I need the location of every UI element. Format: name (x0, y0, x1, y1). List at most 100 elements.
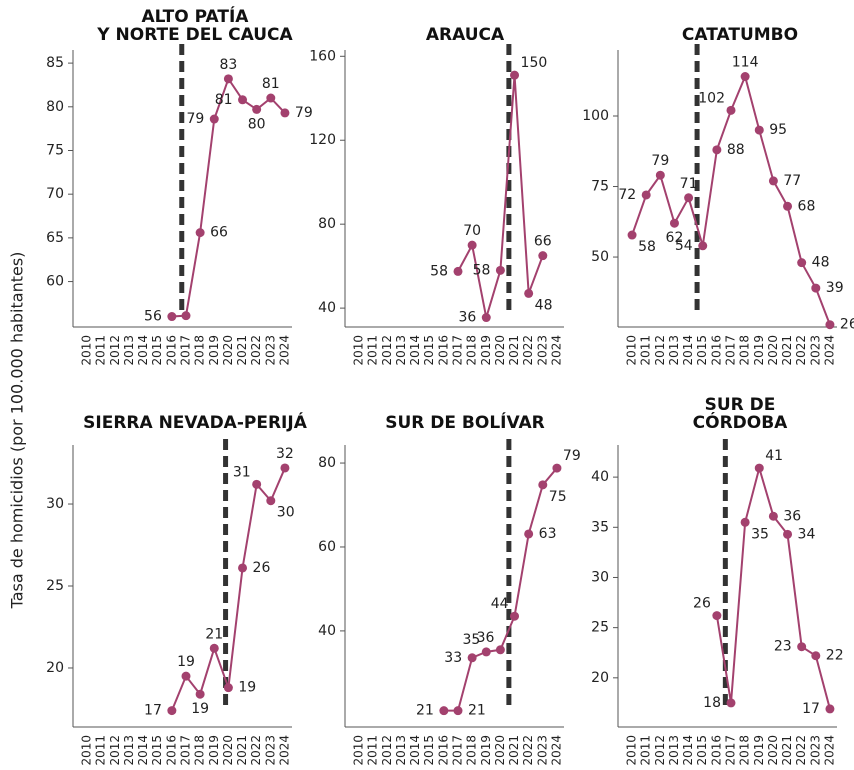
x-tick-label: 2015 (422, 335, 436, 366)
x-tick-label: 2021 (780, 335, 794, 366)
y-tick-label: 75 (46, 142, 64, 158)
x-tick-label: 2022 (794, 735, 808, 766)
x-tick-label: 2013 (122, 735, 136, 766)
point (538, 251, 548, 261)
value-label: 71 (680, 176, 698, 192)
panel-title: SUR DE CÓRDOBA (692, 395, 788, 433)
point (712, 611, 722, 621)
x-tick-label: 2022 (521, 335, 535, 366)
panel-title: ARAUCA (425, 25, 505, 45)
x-tick-label: 2023 (263, 735, 277, 766)
point (669, 218, 679, 228)
value-label: 48 (812, 255, 830, 271)
point (209, 114, 219, 124)
value-label: 62 (666, 230, 684, 246)
point (811, 283, 821, 293)
value-label: 77 (783, 173, 801, 189)
point (280, 108, 290, 118)
value-label: 88 (727, 142, 745, 158)
y-tick-label: 35 (591, 519, 609, 535)
point (712, 145, 722, 155)
x-tick-label: 2021 (235, 335, 249, 366)
value-label: 79 (295, 105, 313, 121)
value-label: 36 (477, 630, 495, 646)
y-tick-label: 160 (309, 48, 336, 64)
point (510, 611, 520, 621)
value-label: 39 (826, 280, 844, 296)
x-tick-label: 2019 (479, 335, 493, 366)
value-label: 22 (826, 648, 844, 664)
point (627, 230, 637, 240)
x-tick-label: 2024 (277, 335, 291, 366)
x-tick-label: 2018 (465, 735, 479, 766)
x-tick-label: 2011 (639, 335, 653, 366)
x-tick-label: 2020 (493, 735, 507, 766)
x-tick-label: 2020 (221, 335, 235, 366)
value-label: 150 (521, 55, 548, 71)
x-tick-label: 2011 (366, 735, 380, 766)
x-tick-label: 2015 (695, 735, 709, 766)
y-tick-label: 60 (46, 274, 64, 290)
point (510, 70, 520, 80)
y-tick-label: 100 (582, 108, 609, 124)
x-tick-label: 2016 (436, 335, 450, 366)
y-tick-label: 25 (46, 578, 64, 594)
x-tick-label: 2018 (193, 735, 207, 766)
x-tick-label: 2014 (136, 735, 150, 766)
x-tick-label: 2016 (709, 735, 723, 766)
point (481, 647, 491, 657)
value-label: 36 (458, 310, 476, 326)
x-tick-label: 2019 (479, 735, 493, 766)
value-label: 44 (491, 596, 509, 612)
point (538, 480, 548, 490)
point (783, 529, 793, 539)
value-label: 48 (535, 297, 553, 313)
x-tick-label: 2012 (108, 735, 122, 766)
value-label: 30 (277, 505, 295, 521)
x-tick-label: 2014 (136, 335, 150, 366)
x-tick-label: 2017 (724, 735, 738, 766)
x-tick-label: 2015 (150, 735, 164, 766)
x-tick-label: 2015 (150, 335, 164, 366)
y-tick-label: 120 (309, 132, 336, 148)
y-tick-label: 80 (46, 99, 64, 115)
value-label: 79 (563, 448, 581, 464)
point (167, 706, 177, 716)
value-label: 68 (798, 198, 816, 214)
y-tick-label: 70 (46, 186, 64, 202)
point (655, 170, 665, 180)
x-tick-label: 2013 (667, 735, 681, 766)
x-tick-label: 2017 (179, 335, 193, 366)
x-tick-label: 2010 (80, 335, 94, 366)
value-label: 79 (186, 111, 204, 127)
point (797, 258, 807, 268)
x-tick-label: 2020 (766, 335, 780, 366)
point (266, 93, 276, 103)
value-label: 36 (783, 508, 801, 524)
value-label: 33 (444, 650, 462, 666)
value-label: 95 (769, 122, 787, 138)
x-tick-label: 2021 (507, 735, 521, 766)
point (439, 706, 449, 716)
x-tick-label: 2010 (352, 735, 366, 766)
point (167, 312, 177, 322)
point (726, 698, 736, 708)
point (524, 288, 534, 298)
value-label: 19 (191, 701, 209, 717)
value-label: 80 (248, 116, 266, 132)
x-tick-label: 2012 (380, 735, 394, 766)
x-tick-label: 2022 (249, 735, 263, 766)
value-label: 63 (539, 526, 557, 542)
x-tick-label: 2016 (164, 735, 178, 766)
value-label: 58 (638, 239, 656, 255)
y-tick-label: 80 (318, 216, 336, 232)
x-tick-label: 2011 (94, 335, 108, 366)
x-tick-label: 2011 (94, 735, 108, 766)
value-label: 102 (698, 90, 725, 106)
point (266, 496, 276, 506)
point (740, 517, 750, 527)
panel-title: CATATUMBO (681, 25, 799, 45)
point (252, 479, 262, 489)
value-label: 17 (802, 701, 820, 717)
